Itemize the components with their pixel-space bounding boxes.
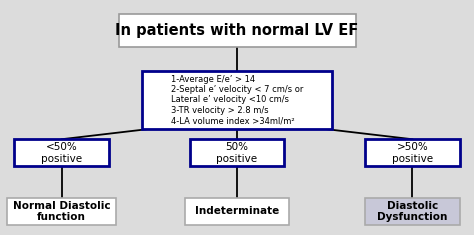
FancyBboxPatch shape — [190, 139, 284, 166]
Text: Normal Diastolic
function: Normal Diastolic function — [13, 201, 110, 222]
FancyBboxPatch shape — [118, 14, 356, 47]
Text: <50%
positive: <50% positive — [41, 142, 82, 164]
FancyBboxPatch shape — [142, 71, 332, 129]
FancyBboxPatch shape — [365, 139, 460, 166]
FancyBboxPatch shape — [365, 198, 460, 225]
FancyBboxPatch shape — [7, 198, 116, 225]
Text: Diastolic
Dysfunction: Diastolic Dysfunction — [377, 201, 447, 222]
Text: >50%
positive: >50% positive — [392, 142, 433, 164]
FancyBboxPatch shape — [185, 198, 289, 225]
Text: 1-Average E/e’ > 14
2-Septal e’ velocity < 7 cm/s or
Lateral e’ velocity <10 cm/: 1-Average E/e’ > 14 2-Septal e’ velocity… — [171, 74, 303, 125]
FancyBboxPatch shape — [14, 139, 109, 166]
Text: Indeterminate: Indeterminate — [195, 207, 279, 216]
Text: 50%
positive: 50% positive — [217, 142, 257, 164]
Text: In patients with normal LV EF: In patients with normal LV EF — [115, 23, 359, 38]
